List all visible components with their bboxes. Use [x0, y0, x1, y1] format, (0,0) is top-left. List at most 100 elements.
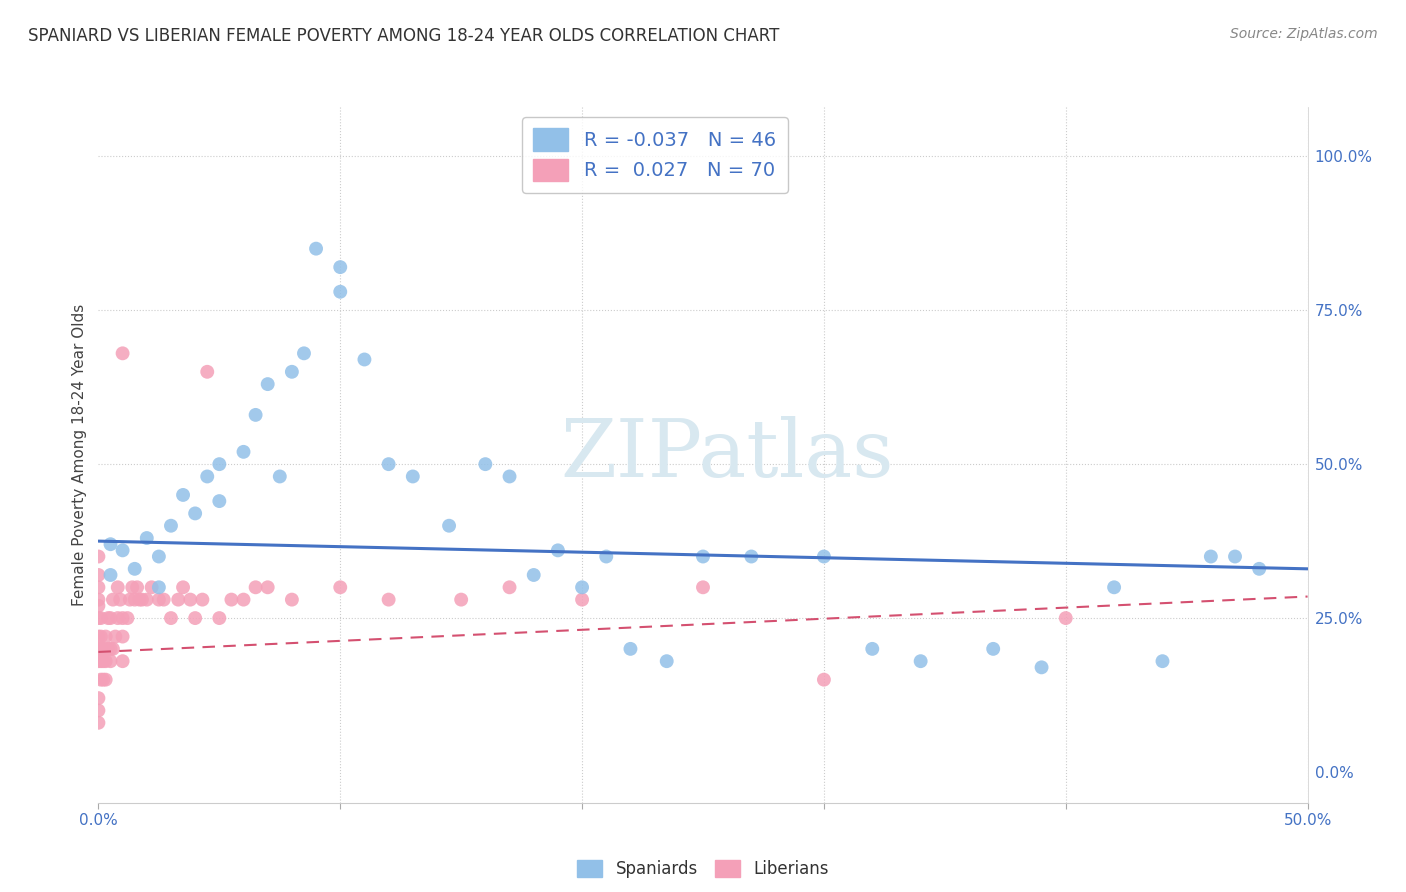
Point — [111, 654, 134, 668]
Point — [353, 352, 375, 367]
Point — [619, 641, 641, 656]
Point — [1152, 654, 1174, 668]
Point — [208, 494, 231, 508]
Legend: Spaniards, Liberians: Spaniards, Liberians — [571, 854, 835, 885]
Point — [91, 641, 114, 656]
Point — [232, 592, 254, 607]
Point — [91, 654, 114, 668]
Point — [245, 408, 267, 422]
Point — [813, 673, 835, 687]
Point — [281, 592, 304, 607]
Point — [124, 592, 146, 607]
Text: ZIPatlas: ZIPatlas — [561, 416, 894, 494]
Point — [221, 592, 243, 607]
Point — [160, 611, 183, 625]
Point — [292, 346, 315, 360]
Point — [571, 592, 593, 607]
Point — [1102, 580, 1125, 594]
Point — [269, 469, 291, 483]
Point — [377, 457, 399, 471]
Point — [87, 654, 110, 668]
Point — [172, 580, 194, 594]
Point — [118, 592, 141, 607]
Point — [208, 611, 231, 625]
Point — [450, 592, 472, 607]
Point — [305, 242, 328, 256]
Point — [97, 611, 120, 625]
Point — [1031, 660, 1053, 674]
Point — [141, 580, 163, 594]
Point — [128, 592, 150, 607]
Point — [184, 507, 207, 521]
Point — [329, 285, 352, 299]
Point — [124, 562, 146, 576]
Point — [97, 641, 120, 656]
Point — [167, 592, 190, 607]
Point — [377, 592, 399, 607]
Point — [87, 715, 110, 730]
Point — [256, 580, 278, 594]
Point — [101, 641, 124, 656]
Point — [107, 611, 129, 625]
Point — [498, 580, 520, 594]
Point — [981, 641, 1004, 656]
Point — [148, 592, 170, 607]
Point — [148, 549, 170, 564]
Point — [87, 641, 110, 656]
Text: SPANIARD VS LIBERIAN FEMALE POVERTY AMONG 18-24 YEAR OLDS CORRELATION CHART: SPANIARD VS LIBERIAN FEMALE POVERTY AMON… — [28, 27, 779, 45]
Point — [692, 549, 714, 564]
Point — [655, 654, 678, 668]
Point — [100, 641, 122, 656]
Point — [87, 592, 110, 607]
Point — [87, 703, 110, 717]
Point — [160, 518, 183, 533]
Point — [100, 654, 122, 668]
Point — [195, 365, 218, 379]
Point — [910, 654, 932, 668]
Point — [131, 592, 153, 607]
Point — [111, 630, 134, 644]
Point — [256, 377, 278, 392]
Point — [100, 611, 122, 625]
Point — [107, 580, 129, 594]
Point — [692, 580, 714, 594]
Point — [860, 641, 883, 656]
Point — [94, 630, 117, 644]
Point — [179, 592, 201, 607]
Point — [195, 469, 218, 483]
Point — [87, 549, 110, 564]
Point — [100, 568, 122, 582]
Point — [329, 260, 352, 274]
Point — [87, 580, 110, 594]
Point — [1249, 562, 1271, 576]
Point — [281, 365, 304, 379]
Point — [101, 592, 124, 607]
Point — [100, 537, 122, 551]
Point — [148, 580, 170, 594]
Point — [595, 549, 617, 564]
Point — [152, 592, 174, 607]
Point — [402, 469, 425, 483]
Point — [87, 568, 110, 582]
Point — [87, 630, 110, 644]
Point — [94, 673, 117, 687]
Point — [437, 518, 460, 533]
Point — [135, 592, 157, 607]
Point — [245, 580, 267, 594]
Point — [208, 457, 231, 471]
Point — [135, 531, 157, 545]
Point — [127, 580, 149, 594]
Point — [108, 592, 131, 607]
Point — [91, 673, 114, 687]
Point — [111, 611, 134, 625]
Point — [498, 469, 520, 483]
Y-axis label: Female Poverty Among 18-24 Year Olds: Female Poverty Among 18-24 Year Olds — [72, 304, 87, 606]
Point — [104, 630, 127, 644]
Point — [1054, 611, 1077, 625]
Point — [90, 673, 112, 687]
Point — [813, 549, 835, 564]
Point — [87, 599, 110, 613]
Point — [232, 445, 254, 459]
Point — [547, 543, 569, 558]
Point — [111, 543, 134, 558]
